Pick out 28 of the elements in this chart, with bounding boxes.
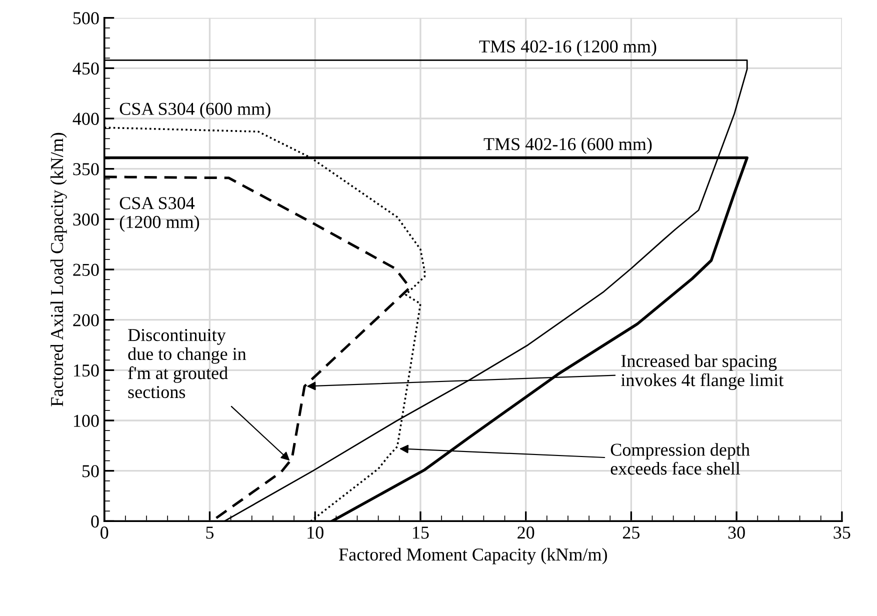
y-axis-title: Factored Axial Load Capacity (kN/m) <box>50 132 67 406</box>
y-tick-label: 450 <box>72 62 99 75</box>
series-label: CSA S304 (1200 mm) <box>120 197 200 232</box>
x-tick-label: 20 <box>518 526 534 539</box>
y-tick-label: 200 <box>73 314 99 326</box>
x-tick-label: 25 <box>622 526 640 539</box>
annotation: Discontinuity due to change in f'm at grouted sections <box>128 328 246 398</box>
y-tick-label: 100 <box>74 414 99 427</box>
annotation: Increased bar spacing invokes 4t flange limit <box>621 354 784 390</box>
annotation: Compression depth exceeds face shell <box>610 443 750 475</box>
x-tick-label: 10 <box>308 526 324 539</box>
y-tick-label: 300 <box>73 213 99 226</box>
x-axis-title: Factored Moment Capacity (kNm/m) <box>339 548 607 564</box>
x-tick-label: 35 <box>834 526 850 539</box>
x-tick-label: 15 <box>413 526 429 539</box>
y-tick-label: 350 <box>73 163 99 176</box>
x-tick-label: 0 <box>100 526 108 539</box>
y-tick-label: 500 <box>73 12 99 24</box>
y-tick-label: 0 <box>91 515 99 528</box>
series-label: CSA S304 (600 mm) <box>120 102 270 119</box>
y-tick-label: 400 <box>72 112 99 125</box>
y-tick-label: 250 <box>73 264 99 276</box>
y-tick-label: 50 <box>82 465 99 478</box>
series-label: TMS 402-16 (600 mm) <box>484 138 652 154</box>
y-tick-label: 150 <box>74 364 99 377</box>
x-tick-label: 5 <box>206 526 214 539</box>
x-tick-label: 30 <box>728 526 745 539</box>
series-label: TMS 402-16 (1200 mm) <box>479 40 656 56</box>
